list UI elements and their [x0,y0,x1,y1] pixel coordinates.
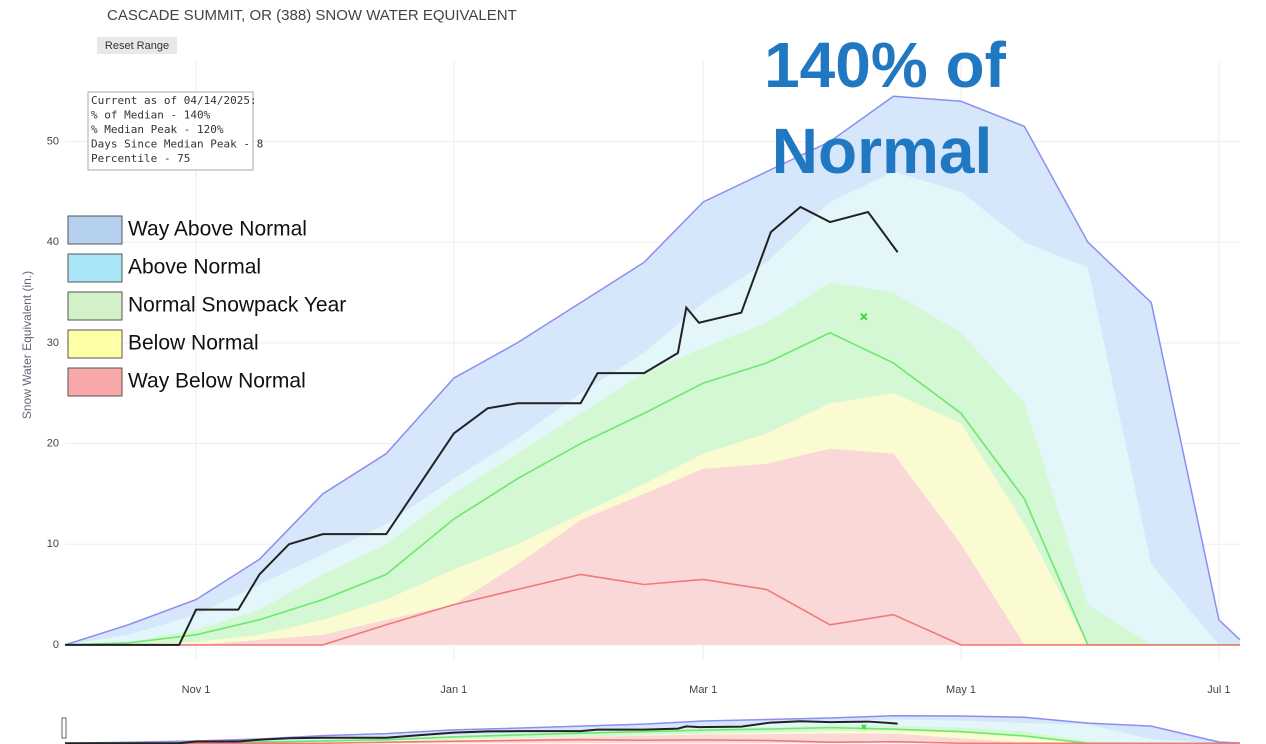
legend-label: Above Normal [128,256,261,279]
annotation: Normal [772,115,993,187]
y-axis-label: Snow Water Equivalent (in.) [20,271,34,419]
legend-swatch [67,367,123,397]
plot-area: 0 10 20 30 40 50 Nov 1 Jan 1 Mar 1 May 1 Jul 1 [47,61,1241,696]
legend-swatch [67,253,123,283]
legend-label: Normal Snowpack Year [128,294,346,317]
band-area [65,733,1240,744]
y-tick-label: 40 [47,236,59,248]
x-tick-label: Jul 1 [1207,684,1230,696]
line [65,720,898,744]
annotation: 140% of [764,29,1007,101]
y-tick-label: 20 [47,437,59,449]
x-tick-label: Nov 1 [182,684,211,696]
range-slider [64,715,1241,744]
range-handle[interactable] [61,717,67,739]
line [64,331,1240,646]
reset-button-label[interactable]: Reset Range [105,40,169,52]
reset-button[interactable] [97,37,177,54]
legend-label: Way Above Normal [128,218,307,241]
x-tick-label: May 1 [946,684,976,696]
legend-swatch [67,215,123,245]
chart-title: CASCADE SUMMIT, OR (388) SNOW WATER EQUI… [107,7,517,24]
line [65,573,1240,646]
median-peak-marker [861,724,867,730]
x-tick-label: Jan 1 [440,684,467,696]
legend-label: Below Normal [128,332,259,355]
info-box [87,91,254,171]
legend-label: Way Below Normal [128,370,306,393]
legend-swatch [67,329,123,359]
line [65,205,899,646]
y-tick-label: 30 [47,337,59,349]
band-area [65,448,1240,645]
info-line: % Median Peak - 120% [91,123,224,136]
info-line: Percentile - 75 [91,152,190,165]
info-line: % of Median - 140% [91,109,211,122]
info-line: Days Since Median Peak - 8 [91,138,263,151]
median-peak-marker [860,313,868,321]
info-line: Current as of 04/14/2025: [91,94,257,107]
line [65,738,1240,744]
x-tick-label: Mar 1 [689,684,717,696]
band-line [64,95,1241,646]
y-tick-label: 10 [47,538,59,550]
y-tick-label: 0 [53,639,59,651]
legend: Way Above Normal Above Normal Normal Snowp… [67,215,346,397]
line [64,726,1240,744]
y-tick-label: 50 [47,135,59,147]
legend-swatch [67,291,123,321]
